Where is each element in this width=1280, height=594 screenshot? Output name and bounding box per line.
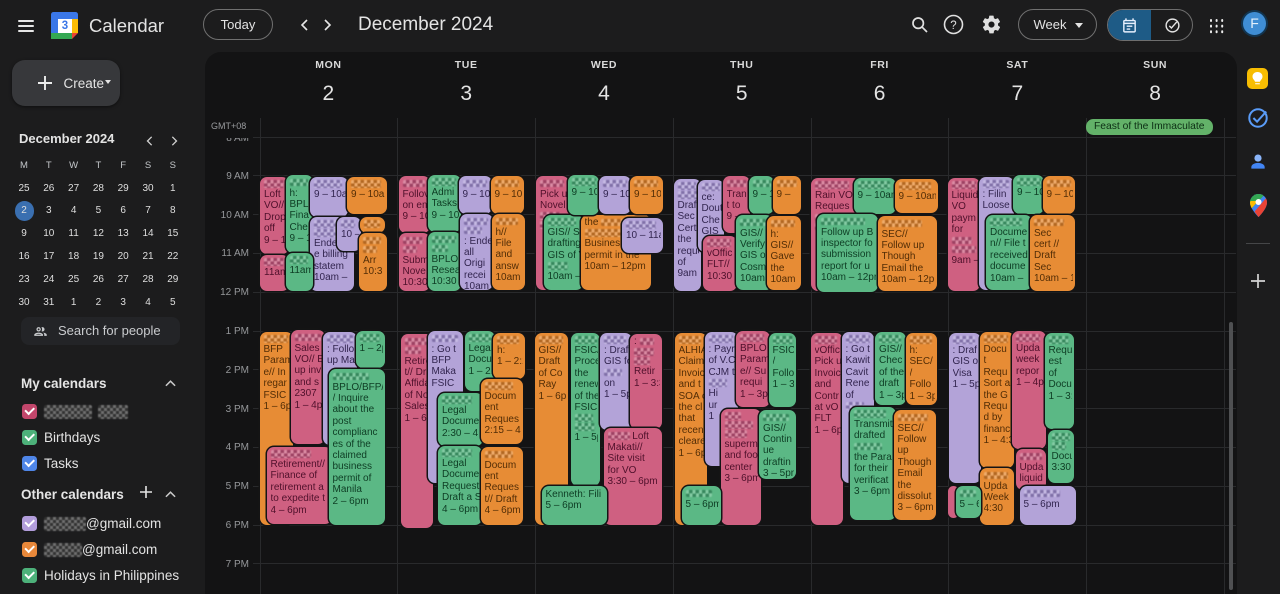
svg-text:?: ? [950, 20, 956, 32]
